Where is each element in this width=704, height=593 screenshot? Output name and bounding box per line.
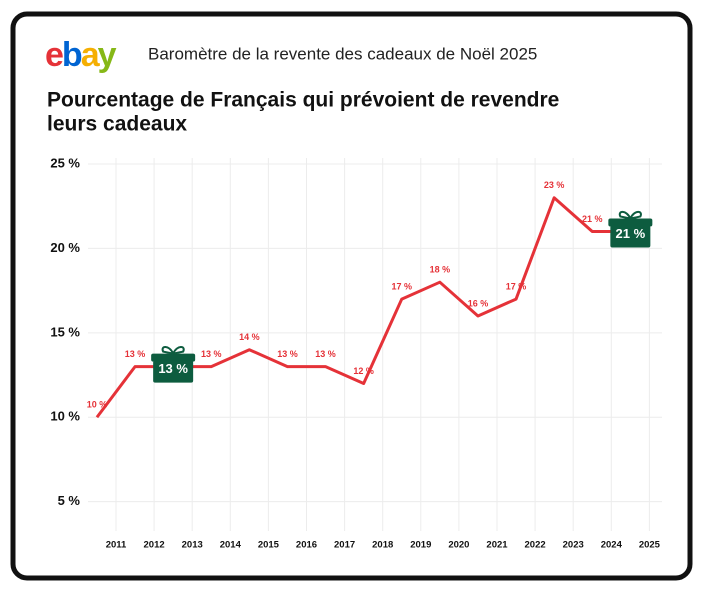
chart-title: Pourcentage de Français qui prévoient de… (47, 89, 559, 112)
highlight-badge: 21 % (608, 210, 653, 248)
x-tick-label: 2018 (372, 540, 393, 551)
data-label: 14 % (239, 332, 260, 342)
logo-letter: a (81, 36, 101, 74)
x-tick-label: 2019 (410, 540, 431, 551)
badge-label: 21 % (616, 226, 646, 241)
x-tick-label: 2017 (334, 540, 355, 551)
badge-bow (161, 345, 185, 355)
data-label: 13 % (125, 349, 146, 359)
logo-letter: y (98, 36, 117, 74)
x-tick-label: 2013 (182, 540, 203, 551)
x-tick-label: 2016 (296, 540, 317, 551)
y-tick-label: 20 % (50, 240, 80, 255)
badge-box (153, 360, 194, 383)
highlight-badge: 13 % (151, 345, 196, 383)
x-tick-label: 2015 (258, 540, 280, 551)
x-tick-label: 2025 (639, 540, 661, 551)
logo-letter: b (62, 36, 82, 74)
x-tick-label: 2012 (144, 540, 165, 551)
badge-lid (151, 353, 196, 362)
x-tick-label: 2024 (601, 540, 623, 551)
logo: ebay (45, 36, 117, 74)
data-label: 10 % (87, 400, 108, 410)
data-label: 18 % (430, 265, 451, 275)
y-tick-label: 15 % (50, 324, 80, 339)
y-tick-label: 25 % (50, 155, 80, 170)
data-label: 13 % (315, 349, 336, 359)
badge-bow (618, 210, 642, 220)
x-tick-label: 2014 (220, 540, 242, 551)
data-label: 21 % (582, 214, 603, 224)
y-tick-label: 10 % (50, 409, 80, 424)
x-tick-label: 2020 (448, 540, 469, 551)
y-tick-label: 5 % (58, 493, 81, 508)
badge-label: 13 % (158, 361, 188, 376)
chart-title: leurs cadeaux (47, 113, 187, 136)
x-tick-label: 2021 (486, 540, 508, 551)
data-label: 13 % (277, 349, 298, 359)
logo-letter: e (45, 36, 63, 74)
data-label: 16 % (468, 298, 489, 308)
data-label: 23 % (544, 180, 565, 190)
x-tick-label: 2023 (563, 540, 584, 551)
subtitle: Baromètre de la revente des cadeaux de N… (148, 44, 537, 63)
badge-box (610, 225, 651, 248)
data-label: 13 % (201, 349, 222, 359)
data-label: 17 % (391, 281, 412, 291)
x-tick-label: 2022 (525, 540, 546, 551)
x-tick-label: 2011 (106, 540, 127, 551)
badge-lid (608, 218, 653, 227)
frame (10, 11, 693, 581)
data-label: 12 % (353, 366, 374, 376)
data-label: 17 % (506, 281, 527, 291)
